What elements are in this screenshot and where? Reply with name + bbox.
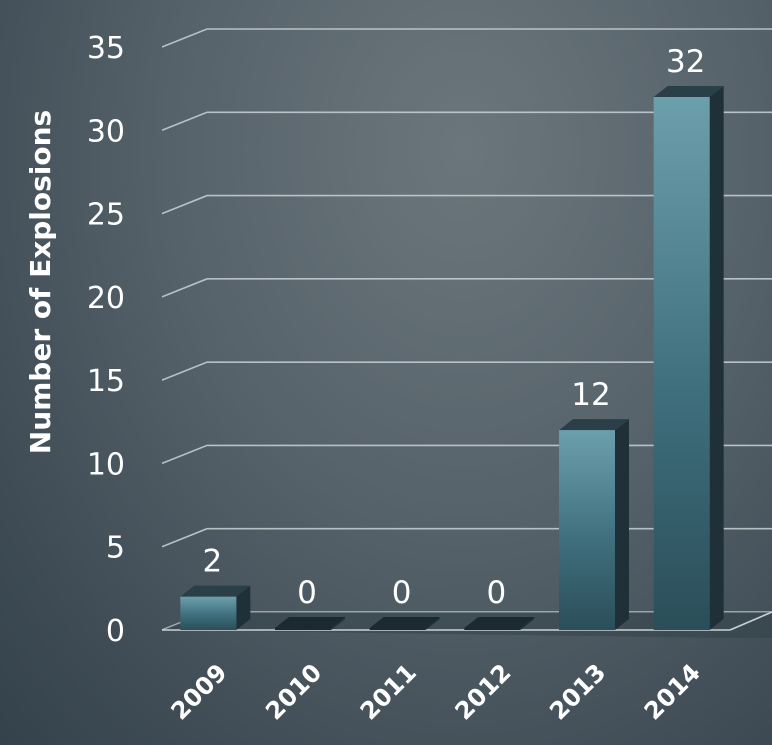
- y-axis-title: Number of Explosions: [24, 110, 57, 454]
- x-tick-label: 2009: [166, 658, 233, 725]
- gridline: [161, 194, 772, 215]
- data-label: 12: [571, 377, 610, 413]
- bar: [275, 617, 345, 630]
- bar-top: [464, 617, 535, 628]
- bar-side: [331, 617, 345, 630]
- bar-side: [520, 617, 535, 630]
- x-axis-depth-line: [729, 611, 772, 631]
- data-label: 32: [666, 44, 705, 80]
- x-tick-label: 2014: [639, 658, 706, 725]
- bar-side: [709, 85, 724, 630]
- gridline: [161, 28, 772, 48]
- y-tick-label: 10: [87, 447, 125, 482]
- bar-front: [180, 596, 237, 630]
- bar: [653, 85, 724, 630]
- bar-side: [615, 419, 629, 630]
- data-label: 0: [486, 575, 506, 611]
- x-tick-label: 2012: [450, 658, 517, 725]
- y-tick-label: 30: [87, 114, 125, 149]
- y-tick-label: 20: [87, 281, 125, 316]
- bar: [369, 617, 440, 630]
- bar-top: [180, 585, 251, 597]
- bar: [559, 419, 629, 630]
- gridlines: [161, 28, 772, 631]
- bar-top: [275, 617, 345, 628]
- y-tick-label: 0: [106, 614, 125, 649]
- bar-front: [275, 628, 331, 630]
- bar: [180, 585, 251, 630]
- bar-side: [425, 617, 440, 630]
- bar-side: [236, 585, 251, 630]
- bars: [180, 85, 724, 630]
- y-tick-label: 5: [106, 531, 125, 566]
- gridline: [161, 278, 772, 298]
- y-tick-label: 25: [87, 198, 125, 233]
- bar-top: [369, 617, 440, 628]
- y-tick-label: 15: [87, 364, 125, 399]
- data-label: 0: [297, 575, 317, 611]
- x-tick-label: 2013: [544, 658, 611, 725]
- x-tick-label: 2011: [355, 658, 422, 725]
- bar-top: [559, 419, 629, 431]
- bar-front: [559, 430, 615, 630]
- x-tick-label: 2010: [260, 658, 327, 725]
- bar-front: [369, 628, 426, 630]
- gridline: [161, 361, 772, 381]
- bar: [464, 617, 535, 630]
- gridline: [161, 111, 772, 132]
- bar-front: [653, 96, 710, 630]
- bar-top: [653, 85, 724, 97]
- y-tick-label: 35: [87, 31, 125, 66]
- data-label: 0: [392, 575, 412, 611]
- bar-front: [464, 628, 521, 630]
- data-label: 2: [202, 544, 222, 580]
